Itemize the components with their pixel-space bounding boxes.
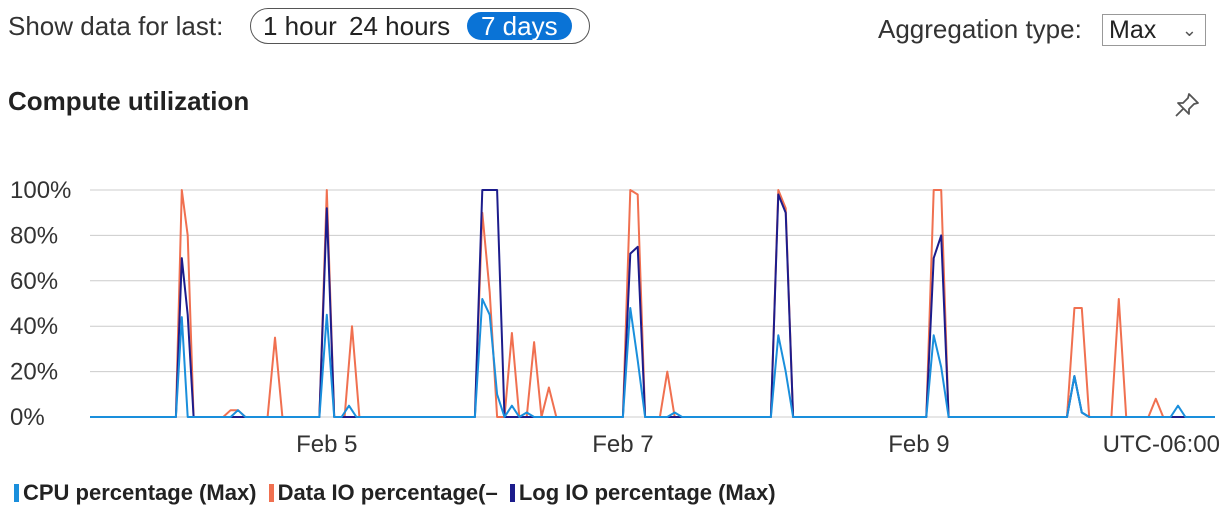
legend-item-data-io[interactable]: Data IO percentage(– (268, 480, 498, 506)
legend-item-log-io[interactable]: Log IO percentage (Max) (509, 480, 776, 506)
x-tick-label: Feb 7 (592, 431, 653, 458)
range-toolbar: Show data for last: 1 hour 24 hours 7 da… (8, 4, 1217, 48)
x-tick-label: Feb 9 (888, 431, 949, 458)
aggregation-value: Max (1109, 16, 1157, 44)
range-option-1-hour[interactable]: 1 hour (263, 11, 337, 41)
y-tick-label: 60% (10, 268, 58, 295)
aggregation-type-label: Aggregation type: (878, 14, 1082, 44)
legend-label-log-io: Log IO percentage (Max) (518, 480, 776, 505)
time-range-selector: 1 hour 24 hours 7 days (250, 8, 590, 44)
y-tick-label: 40% (10, 313, 58, 340)
legend-swatch-cpu (14, 484, 19, 502)
legend-label-cpu: CPU percentage (Max) (23, 480, 257, 505)
legend-swatch-log-io (509, 484, 515, 502)
aggregation-type-select[interactable]: Max ⌄ (1102, 14, 1206, 46)
y-tick-label: 100% (10, 177, 71, 204)
panel-title: Compute utilization (8, 86, 250, 116)
series-line-data-io[interactable] (90, 189, 1215, 418)
chevron-down-icon: ⌄ (1181, 20, 1197, 40)
legend-label-data-io: Data IO percentage(– (277, 480, 498, 505)
legend-swatch-data-io (268, 484, 274, 502)
compute-utilization-chart: 100% 80% 60% 40% 20% 0% Feb 5 Feb 7 Feb 9 UTC-06… (10, 177, 1220, 458)
range-option-24-hours[interactable]: 24 hours (349, 11, 451, 41)
y-tick-label: 0% (10, 404, 45, 431)
x-tick-label: Feb 5 (296, 431, 357, 458)
show-data-label: Show data for last: (8, 11, 224, 41)
legend-item-cpu[interactable]: CPU percentage (Max) (14, 480, 257, 506)
y-tick-label: 20% (10, 359, 58, 386)
range-option-7-days[interactable]: 7 days (467, 12, 572, 40)
series-line-log-io[interactable] (90, 189, 1215, 418)
pin-icon[interactable] (1172, 90, 1202, 120)
chart-legend: CPU percentage (Max) Data IO percentage(… (14, 480, 782, 506)
y-tick-label: 80% (10, 222, 58, 249)
series-line-cpu[interactable] (90, 298, 1215, 418)
timezone-label: UTC-06:00 (1103, 431, 1220, 458)
